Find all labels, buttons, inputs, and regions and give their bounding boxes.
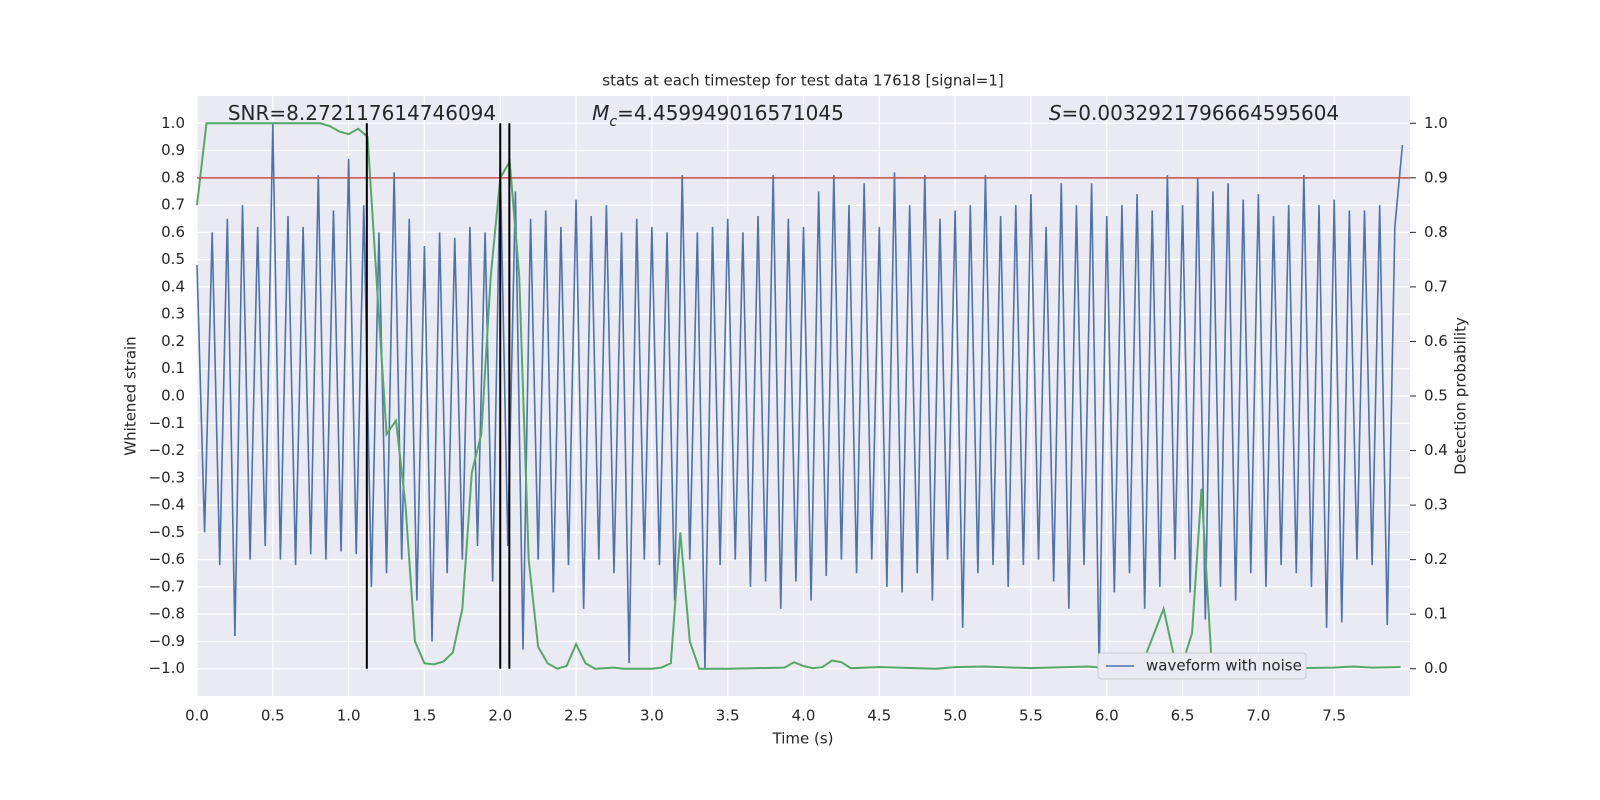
y2-tick-label: 0.6 — [1424, 332, 1448, 350]
y-tick-label: 0.3 — [161, 305, 185, 323]
y-tick-label: 0.0 — [161, 387, 185, 405]
chart-title: stats at each timestep for test data 176… — [602, 72, 1003, 90]
y-tick-label: 0.4 — [161, 277, 185, 295]
y-tick-label: −0.3 — [149, 468, 185, 486]
y2-tick-label: 0.3 — [1424, 496, 1448, 514]
y-tick-label: −0.9 — [149, 632, 185, 650]
y-tick-label: −0.7 — [149, 577, 185, 595]
y-tick-label: −0.6 — [149, 550, 185, 568]
x-tick-label: 3.0 — [640, 707, 664, 725]
y2-tick-label: 0.7 — [1424, 277, 1448, 295]
y2-tick-label: 0.1 — [1424, 605, 1448, 623]
y-tick-label: −0.5 — [149, 523, 185, 541]
x-tick-label: 1.5 — [413, 707, 437, 725]
y-tick-label: 0.2 — [161, 332, 185, 350]
y-tick-label: −1.0 — [149, 659, 185, 677]
legend-label: waveform with noise — [1146, 657, 1302, 675]
x-tick-label: 2.0 — [488, 707, 512, 725]
x-tick-label: 2.5 — [564, 707, 588, 725]
annotation: SNR=8.272117614746094 — [228, 101, 496, 125]
y2-tick-label: 0.4 — [1424, 441, 1448, 459]
x-tick-label: 5.5 — [1019, 707, 1043, 725]
x-axis-label: Time (s) — [772, 730, 834, 748]
legend-box — [1097, 652, 1307, 680]
x-tick-label: 7.5 — [1322, 707, 1346, 725]
y-tick-label: 0.9 — [161, 141, 185, 159]
series-line — [196, 122, 1401, 670]
y-tick-label: 0.1 — [161, 359, 185, 377]
y-tick-label: −0.2 — [149, 441, 185, 459]
x-tick-label: 0.5 — [261, 707, 285, 725]
y2-axis-label: Detection probability — [1452, 317, 1470, 475]
y-axis-label: Whitened strain — [122, 336, 140, 455]
x-tick-label: 6.5 — [1171, 707, 1195, 725]
y-tick-label: −0.8 — [149, 605, 185, 623]
annotation-symbol: S — [1049, 101, 1062, 125]
annotation-text: SNR=8.272117614746094 — [228, 101, 496, 125]
y-tick-label: −0.4 — [149, 496, 185, 514]
x-tick-label: 4.5 — [867, 707, 891, 725]
y2-tick-label: 0.2 — [1424, 550, 1448, 568]
x-tick-label: 7.0 — [1246, 707, 1270, 725]
annotation: S=0.0032921796664595604 — [1049, 101, 1339, 125]
y2-tick-label: 1.0 — [1424, 114, 1448, 132]
y-tick-label: 0.6 — [161, 223, 185, 241]
y2-tick-label: 0.5 — [1424, 387, 1448, 405]
y-tick-label: 1.0 — [161, 114, 185, 132]
y2-tick-label: 0.9 — [1424, 168, 1448, 186]
x-tick-label: 6.0 — [1095, 707, 1119, 725]
annotation-text: =4.459949016571045 — [617, 101, 844, 125]
x-tick-label: 5.0 — [943, 707, 967, 725]
series-line — [196, 123, 1404, 669]
annotation: Mc=4.459949016571045 — [592, 101, 844, 131]
annotation-subscript: c — [609, 114, 617, 130]
x-tick-label: 3.5 — [716, 707, 740, 725]
annotation-text: =0.0032921796664595604 — [1062, 101, 1340, 125]
annotation-symbol: M — [592, 101, 609, 125]
y2-tick-label: 0.0 — [1424, 659, 1448, 677]
x-tick-label: 0.0 — [185, 707, 209, 725]
y-tick-label: 0.8 — [161, 168, 185, 186]
y-tick-label: 0.7 — [161, 196, 185, 214]
y-tick-label: 0.5 — [161, 250, 185, 268]
x-tick-label: 1.0 — [337, 707, 361, 725]
x-tick-label: 4.0 — [792, 707, 816, 725]
y-tick-label: −0.1 — [149, 414, 185, 432]
y2-tick-label: 0.8 — [1424, 223, 1448, 241]
